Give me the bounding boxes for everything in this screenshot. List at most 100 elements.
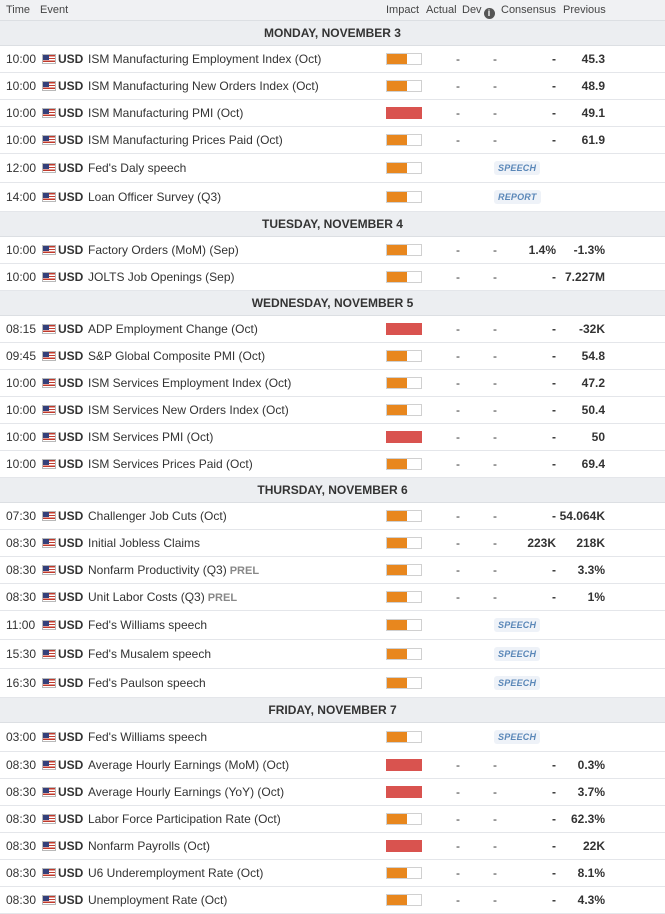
- event-name-cell[interactable]: Initial Jobless Claims: [88, 536, 200, 550]
- event-name-cell[interactable]: Unemployment Rate (Oct): [88, 893, 227, 907]
- event-row[interactable]: 03:00 USD Fed's Williams speech SPEECH: [0, 723, 665, 752]
- event-row[interactable]: 10:00 USD ISM Services Prices Paid (Oct) - -…: [0, 451, 665, 478]
- event-row[interactable]: 10:00 USD JOLTS Job Openings (Sep) - - -7.227…: [0, 264, 665, 291]
- event-name-cell[interactable]: Fed's Musalem speech: [88, 647, 211, 661]
- event-row[interactable]: 15:30 USD Fed's Musalem speech SPEECH: [0, 640, 665, 669]
- event-name-cell[interactable]: JOLTS Job Openings (Sep): [88, 270, 235, 284]
- event-name[interactable]: U6 Underemployment Rate (Oct): [88, 866, 264, 880]
- event-row[interactable]: 08:30 USD Nonfarm Payrolls (Oct) - - - 22K: [0, 833, 665, 860]
- col-consensus[interactable]: Consensus: [501, 4, 557, 16]
- event-name-cell[interactable]: ISM Manufacturing PMI (Oct): [88, 106, 243, 120]
- event-name[interactable]: ISM Manufacturing Prices Paid (Oct): [88, 133, 283, 147]
- event-name[interactable]: Average Hourly Earnings (YoY) (Oct): [88, 785, 285, 799]
- event-row[interactable]: 07:30 USD Challenger Job Cuts (Oct) - - -54.0…: [0, 503, 665, 530]
- event-name-cell[interactable]: Unit Labor Costs (Q3) PREL: [88, 590, 237, 604]
- event-name[interactable]: Fed's Musalem speech: [88, 647, 212, 661]
- event-row[interactable]: 10:00 USD ISM Manufacturing New Orders Ind…: [0, 73, 665, 100]
- event-row[interactable]: 08:30 USD Initial Jobless Claims - - 223K 218K: [0, 530, 665, 557]
- event-row[interactable]: 08:30 USD Unit Labor Costs (Q3) PREL - - - 1%: [0, 584, 665, 611]
- event-name[interactable]: Nonfarm Productivity (Q3): [88, 563, 227, 577]
- event-row[interactable]: 09:45 USD S&P Global Composite PMI (Oct) - -…: [0, 343, 665, 370]
- event-row[interactable]: 08:15 USD ADP Employment Change (Oct) - - - -3…: [0, 316, 665, 343]
- col-event[interactable]: Event: [40, 4, 69, 16]
- event-name-cell[interactable]: ISM Manufacturing New Orders Index (Oct): [88, 79, 319, 93]
- col-time[interactable]: Time: [6, 4, 31, 16]
- event-row[interactable]: 11:00 USD Fed's Williams speech SPEECH: [0, 611, 665, 640]
- event-name[interactable]: Fed's Daly speech: [88, 161, 187, 175]
- event-row[interactable]: 08:30 USD Nonfarm Productivity (Q3) PREL - - -…: [0, 557, 665, 584]
- event-row[interactable]: 10:00 USD Factory Orders (MoM) (Sep) - - 1.4%…: [0, 237, 665, 264]
- event-row[interactable]: 10:00 USD ISM Manufacturing PMI (Oct) - - - 49…: [0, 100, 665, 127]
- event-type-badge[interactable]: SPEECH: [494, 730, 541, 744]
- event-time: 08:30: [6, 866, 37, 880]
- event-name[interactable]: Fed's Paulson speech: [88, 676, 206, 690]
- event-row[interactable]: 08:30 USD Unemployment Rate (Oct) - - - 4.3%: [0, 887, 665, 914]
- event-type-badge[interactable]: REPORT: [494, 190, 541, 204]
- col-impact[interactable]: Impact: [386, 4, 420, 16]
- event-row[interactable]: 08:30 USD U6 Underemployment Rate (Oct) - - -…: [0, 860, 665, 887]
- event-row[interactable]: 12:00 USD Fed's Daly speech SPEECH: [0, 154, 665, 183]
- event-name-cell[interactable]: Fed's Williams speech: [88, 618, 207, 632]
- event-name[interactable]: ISM Manufacturing New Orders Index (Oct): [88, 79, 319, 93]
- event-name[interactable]: Unit Labor Costs (Q3): [88, 590, 205, 604]
- event-row[interactable]: 10:00 USD ISM Manufacturing Prices Paid (O…: [0, 127, 665, 154]
- event-name-cell[interactable]: Labor Force Participation Rate (Oct): [88, 812, 281, 826]
- event-row[interactable]: 10:00 USD ISM Services PMI (Oct) - - - 50: [0, 424, 665, 451]
- event-name[interactable]: Labor Force Participation Rate (Oct): [88, 812, 281, 826]
- medium-impact-icon: [386, 731, 422, 743]
- event-name-cell[interactable]: Challenger Job Cuts (Oct): [88, 509, 227, 523]
- event-type-badge[interactable]: SPEECH: [494, 161, 541, 175]
- col-actual[interactable]: Actual: [426, 4, 457, 16]
- event-name-cell[interactable]: Nonfarm Productivity (Q3) PREL: [88, 563, 259, 577]
- event-name[interactable]: JOLTS Job Openings (Sep): [88, 270, 235, 284]
- event-name[interactable]: ISM Services Employment Index (Oct): [88, 376, 292, 390]
- event-name-cell[interactable]: ISM Manufacturing Employment Index (Oct): [88, 52, 321, 66]
- event-name[interactable]: Challenger Job Cuts (Oct): [88, 509, 227, 523]
- event-row[interactable]: 08:30 USD Average Hourly Earnings (YoY) (O…: [0, 779, 665, 806]
- event-name-cell[interactable]: Average Hourly Earnings (MoM) (Oct): [88, 758, 289, 772]
- event-name-cell[interactable]: ISM Services PMI (Oct): [88, 430, 213, 444]
- event-name[interactable]: Nonfarm Payrolls (Oct): [88, 839, 211, 853]
- col-previous[interactable]: Previous: [563, 4, 606, 16]
- event-name-cell[interactable]: Nonfarm Payrolls (Oct): [88, 839, 210, 853]
- event-name-cell[interactable]: ADP Employment Change (Oct): [88, 322, 258, 336]
- info-icon[interactable]: i: [483, 8, 495, 19]
- event-type-badge[interactable]: SPEECH: [494, 618, 541, 632]
- event-name-cell[interactable]: ISM Services Employment Index (Oct): [88, 376, 291, 390]
- event-name[interactable]: Initial Jobless Claims: [88, 536, 201, 550]
- event-row[interactable]: 14:00 USD Loan Officer Survey (Q3) REPORT: [0, 183, 665, 212]
- event-name-cell[interactable]: Average Hourly Earnings (YoY) (Oct): [88, 785, 284, 799]
- event-name[interactable]: Fed's Williams speech: [88, 618, 207, 632]
- event-name-cell[interactable]: Factory Orders (MoM) (Sep): [88, 243, 239, 257]
- event-name[interactable]: ISM Manufacturing Employment Index (Oct): [88, 52, 322, 66]
- event-type-badge[interactable]: SPEECH: [494, 647, 541, 661]
- event-name-cell[interactable]: U6 Underemployment Rate (Oct): [88, 866, 263, 880]
- event-name[interactable]: ISM Services PMI (Oct): [88, 430, 214, 444]
- event-name-cell[interactable]: ISM Services New Orders Index (Oct): [88, 403, 289, 417]
- event-name[interactable]: Factory Orders (MoM) (Sep): [88, 243, 239, 257]
- event-name[interactable]: S&P Global Composite PMI (Oct): [88, 349, 266, 363]
- event-name[interactable]: Average Hourly Earnings (MoM) (Oct): [88, 758, 290, 772]
- event-name-cell[interactable]: Loan Officer Survey (Q3): [88, 190, 221, 204]
- event-type-badge[interactable]: SPEECH: [494, 676, 541, 690]
- event-row[interactable]: 16:30 USD Fed's Paulson speech SPEECH: [0, 669, 665, 698]
- event-name[interactable]: ISM Services New Orders Index (Oct): [88, 403, 289, 417]
- event-name-cell[interactable]: S&P Global Composite PMI (Oct): [88, 349, 265, 363]
- col-dev[interactable]: Dev i: [462, 4, 495, 19]
- event-name-cell[interactable]: Fed's Paulson speech: [88, 676, 206, 690]
- event-row[interactable]: 10:00 USD ISM Services New Orders Index (O…: [0, 397, 665, 424]
- event-row[interactable]: 08:30 USD Labor Force Participation Rate (…: [0, 806, 665, 833]
- event-name[interactable]: Fed's Williams speech: [88, 730, 207, 744]
- event-name[interactable]: ISM Services Prices Paid (Oct): [88, 457, 253, 471]
- event-row[interactable]: 08:30 USD Average Hourly Earnings (MoM) (O…: [0, 752, 665, 779]
- event-name[interactable]: ISM Manufacturing PMI (Oct): [88, 106, 244, 120]
- event-name-cell[interactable]: ISM Manufacturing Prices Paid (Oct): [88, 133, 283, 147]
- event-row[interactable]: 10:00 USD ISM Services Employment Index (O…: [0, 370, 665, 397]
- event-name-cell[interactable]: ISM Services Prices Paid (Oct): [88, 457, 253, 471]
- event-name-cell[interactable]: Fed's Daly speech: [88, 161, 186, 175]
- event-name-cell[interactable]: Fed's Williams speech: [88, 730, 207, 744]
- event-row[interactable]: 10:00 USD ISM Manufacturing Employment Ind…: [0, 46, 665, 73]
- event-name[interactable]: Loan Officer Survey (Q3): [88, 190, 222, 204]
- event-name[interactable]: ADP Employment Change (Oct): [88, 322, 258, 336]
- event-name[interactable]: Unemployment Rate (Oct): [88, 893, 228, 907]
